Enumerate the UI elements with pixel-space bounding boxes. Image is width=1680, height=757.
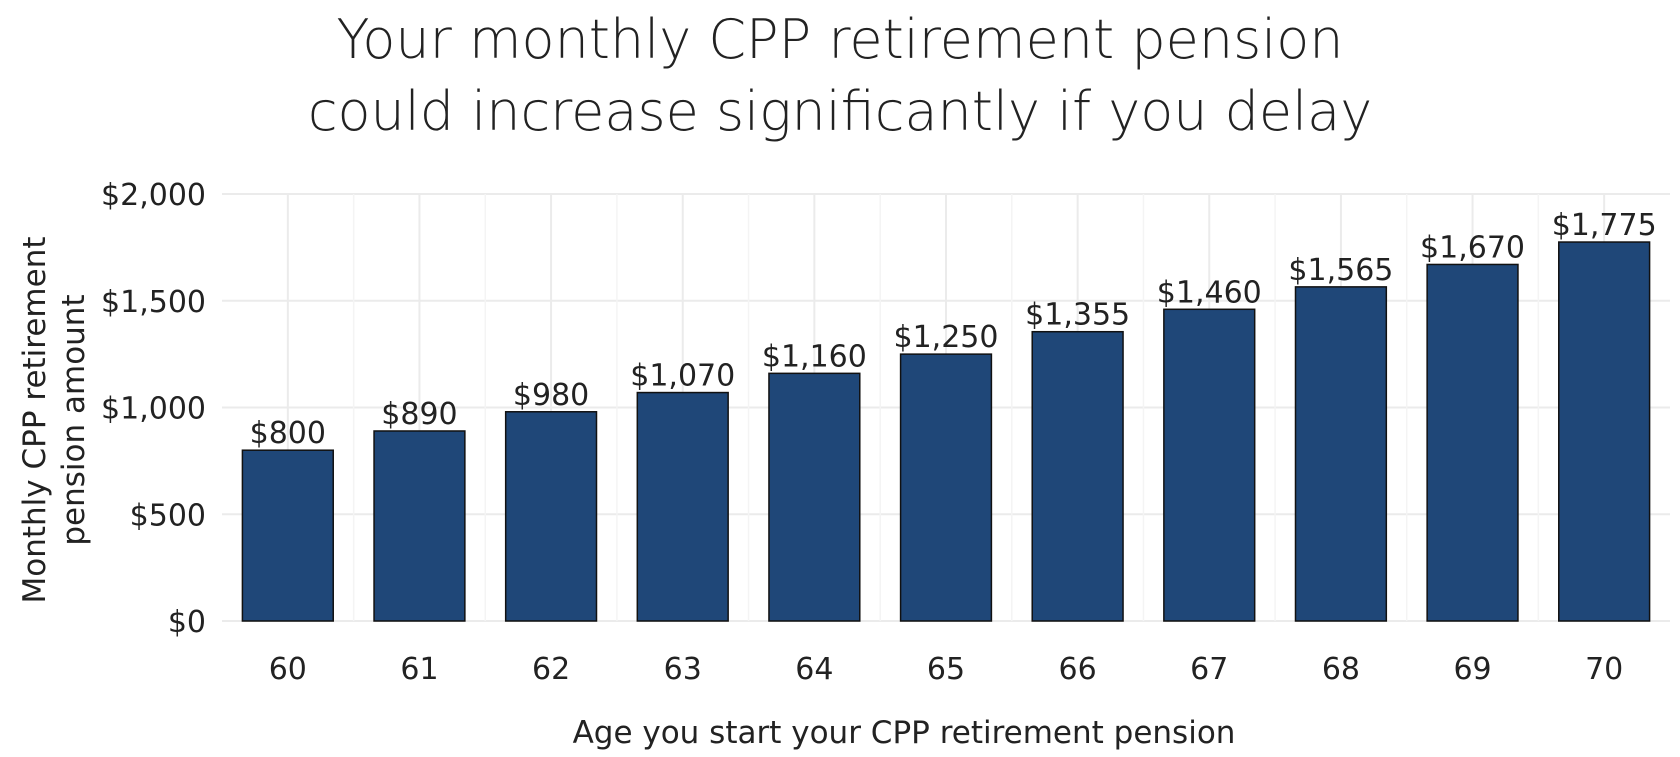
x-tick-label: 61 xyxy=(400,652,438,687)
x-tick-label: 70 xyxy=(1585,652,1623,687)
chart-title-line-1: Your monthly CPP retirement pension xyxy=(336,8,1344,71)
y-tick-label: $500 xyxy=(130,498,206,533)
bar-age-65 xyxy=(899,353,993,622)
bar-value-label: $1,565 xyxy=(1288,253,1393,288)
bar-value-label: $1,160 xyxy=(762,339,867,374)
bar-value-label: $1,355 xyxy=(1025,298,1130,333)
bar-value-label: $1,070 xyxy=(630,359,735,394)
y-tick-label: $2,000 xyxy=(101,178,206,213)
x-tick-label: 62 xyxy=(532,652,570,687)
bars xyxy=(241,241,1651,622)
x-tick-label: 65 xyxy=(927,652,965,687)
bar-age-66 xyxy=(1031,330,1124,622)
bar-value-label: $1,250 xyxy=(894,320,999,355)
bar-age-64 xyxy=(768,372,861,622)
y-axis-title: Monthly CPP retirement pension amount xyxy=(17,237,92,604)
chart-title-line-2: could increase significantly if you dela… xyxy=(307,80,1373,143)
x-tick-label: 60 xyxy=(269,652,307,687)
y-tick-label: $1,000 xyxy=(101,392,206,427)
x-axis-tick-labels: 60 61 62 63 64 65 66 67 68 69 70 xyxy=(269,652,1624,687)
bar-age-68 xyxy=(1294,286,1388,622)
bar-age-60 xyxy=(241,449,334,622)
y-axis-title-line-2: pension amount xyxy=(56,294,92,545)
bar-age-61 xyxy=(373,430,466,622)
y-tick-label: $0 xyxy=(168,605,206,640)
x-tick-label: 69 xyxy=(1453,652,1491,687)
bar-value-label: $1,460 xyxy=(1157,275,1262,310)
y-axis-tick-labels: $0 $500 $1,000 $1,500 $2,000 xyxy=(101,178,206,640)
bar-value-label: $890 xyxy=(381,397,457,432)
bar-age-63 xyxy=(636,391,729,622)
bar-value-label: $980 xyxy=(513,378,589,413)
bar-age-70 xyxy=(1558,241,1651,622)
chart-title: Your monthly CPP retirement pension coul… xyxy=(0,4,1680,148)
x-tick-label: 68 xyxy=(1322,652,1360,687)
x-tick-label: 67 xyxy=(1190,652,1228,687)
bar-value-label: $800 xyxy=(250,416,326,451)
x-tick-label: 66 xyxy=(1059,652,1097,687)
bar-age-67 xyxy=(1163,308,1256,622)
bar-age-69 xyxy=(1426,263,1519,622)
x-tick-label: 63 xyxy=(664,652,702,687)
bar-age-62 xyxy=(504,411,598,622)
y-tick-label: $1,500 xyxy=(101,285,206,320)
bar-value-label: $1,670 xyxy=(1420,230,1525,265)
y-axis-title-line-1: Monthly CPP retirement xyxy=(17,237,53,604)
bar-value-label: $1,775 xyxy=(1552,208,1657,243)
x-tick-label: 64 xyxy=(795,652,833,687)
bar-value-labels: $800 $890 $980 $1,070 $1,160 $1,250 $1,355 $1,4… xyxy=(250,208,1657,451)
x-axis-title: Age you start your CPP retirement pensio… xyxy=(573,715,1236,751)
